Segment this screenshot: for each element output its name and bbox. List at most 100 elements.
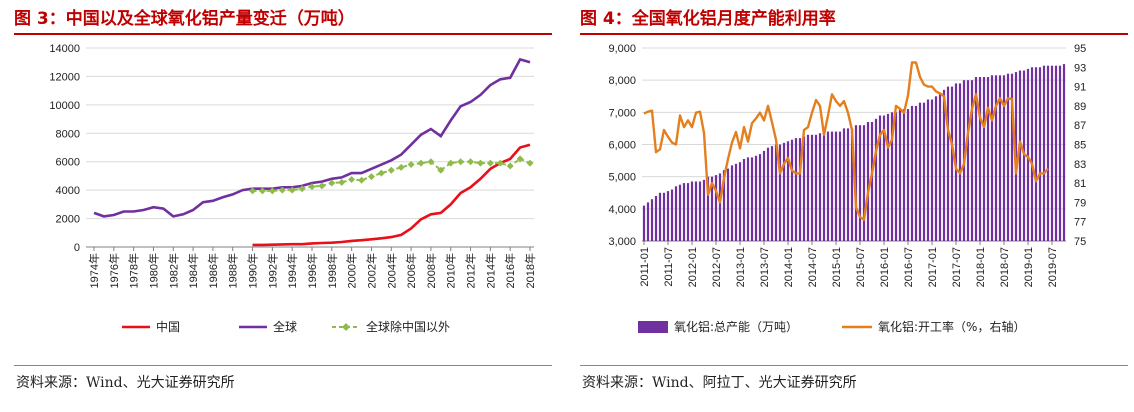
x-tick-label: 2011-01 bbox=[639, 247, 651, 287]
x-tick-label: 2013-07 bbox=[759, 247, 771, 287]
capacity-bar bbox=[878, 115, 882, 241]
y-tick-label: 4000 bbox=[56, 185, 80, 197]
x-tick-label: 1978年 bbox=[127, 253, 141, 288]
capacity-bar bbox=[690, 181, 694, 241]
figure-4-chart: 3,000 4,000 5,000 6,000 7,000 8,000 9,000 75 77 7… bbox=[608, 43, 1086, 334]
data-point bbox=[516, 155, 524, 163]
capacity-bar bbox=[1042, 65, 1046, 241]
capacity-bar bbox=[1026, 68, 1030, 242]
capacity-bar bbox=[910, 105, 914, 242]
capacity-bar bbox=[822, 131, 826, 241]
utilization-line bbox=[643, 61, 1049, 221]
capacity-bar bbox=[1038, 67, 1042, 241]
x-tick-label: 2012-07 bbox=[711, 247, 723, 287]
capacity-bar bbox=[730, 165, 734, 241]
y2-tick-label: 89 bbox=[1074, 101, 1086, 113]
capacity-bar bbox=[942, 89, 946, 241]
y2-tick-label: 77 bbox=[1074, 217, 1086, 229]
capacity-bar bbox=[978, 77, 982, 241]
x-tick-label: 2002年 bbox=[364, 253, 378, 288]
capacity-bar bbox=[1002, 75, 1006, 241]
x-tick-label: 2015-01 bbox=[831, 247, 843, 287]
legend-label: 氧化铝:开工率（%，右轴） bbox=[878, 319, 1025, 334]
capacity-bar bbox=[946, 86, 950, 241]
data-point bbox=[308, 183, 316, 191]
y2-tick-label: 81 bbox=[1074, 178, 1086, 190]
y-tick-label: 14000 bbox=[49, 43, 80, 55]
data-point bbox=[526, 159, 534, 167]
x-tick-label: 2018-01 bbox=[975, 247, 987, 287]
x-tick-label: 2000年 bbox=[345, 253, 359, 288]
legend-label: 全球除中国以外 bbox=[366, 319, 450, 334]
x-tick-label: 2016-01 bbox=[879, 247, 891, 287]
series-line-中国 bbox=[252, 143, 531, 247]
capacity-bar bbox=[906, 109, 910, 241]
x-tick-label: 2014-01 bbox=[783, 247, 795, 287]
data-point bbox=[457, 158, 465, 166]
x-tick-label: 1998年 bbox=[325, 253, 339, 288]
capacity-bar bbox=[770, 146, 774, 241]
x-tick-label: 2018-07 bbox=[999, 247, 1011, 287]
y2-tick-label: 83 bbox=[1074, 159, 1086, 171]
capacity-bar bbox=[882, 115, 886, 241]
capacity-bar bbox=[958, 83, 962, 242]
capacity-bar bbox=[802, 136, 806, 241]
y-tick-label: 3,000 bbox=[608, 236, 636, 248]
capacity-bar bbox=[902, 109, 906, 241]
capacity-bar bbox=[758, 154, 762, 241]
legend-label: 全球 bbox=[273, 319, 297, 334]
capacity-bar bbox=[1018, 70, 1022, 241]
capacity-bar bbox=[886, 113, 890, 241]
capacity-bar bbox=[750, 157, 754, 241]
capacity-bar bbox=[810, 134, 814, 241]
capacity-bar bbox=[970, 80, 974, 241]
capacity-bar bbox=[798, 138, 802, 241]
legend-item: 全球除中国以外 bbox=[332, 319, 450, 334]
capacity-bar bbox=[786, 141, 790, 241]
capacity-bar bbox=[930, 99, 934, 241]
capacity-bar bbox=[834, 131, 838, 241]
x-tick-label: 2012-01 bbox=[687, 247, 699, 287]
y-tick-label: 6,000 bbox=[608, 140, 636, 152]
capacity-bar bbox=[726, 168, 730, 241]
capacity-bar bbox=[662, 192, 666, 242]
capacity-bar bbox=[986, 77, 990, 241]
data-point bbox=[328, 179, 336, 187]
capacity-bar bbox=[1010, 73, 1014, 241]
capacity-bar bbox=[678, 184, 682, 241]
data-point bbox=[338, 178, 346, 186]
y-tick-label: 6000 bbox=[56, 157, 80, 169]
x-tick-label: 2017-07 bbox=[951, 247, 963, 287]
capacity-bar bbox=[650, 199, 654, 241]
data-point bbox=[298, 185, 306, 193]
y-tick-label: 0 bbox=[74, 242, 80, 254]
capacity-bar bbox=[722, 170, 726, 241]
figure-3-top-rule bbox=[14, 33, 552, 35]
capacity-bar bbox=[914, 105, 918, 242]
capacity-bar bbox=[870, 122, 874, 241]
figure-3-chart: 0 2000 4000 6000 8000 10000 12000 14000 1974年 197… bbox=[49, 43, 537, 334]
figure-3-source: 资料来源：Wind、光大证券研究所 bbox=[16, 375, 235, 391]
capacity-bar bbox=[898, 109, 902, 241]
x-tick-label: 2012年 bbox=[464, 253, 478, 288]
y2-tick-label: 75 bbox=[1074, 236, 1086, 248]
x-tick-label: 1982年 bbox=[166, 253, 180, 288]
capacity-bar bbox=[666, 191, 670, 241]
y2-tick-label: 87 bbox=[1074, 120, 1086, 132]
capacity-bar bbox=[994, 75, 998, 241]
capacity-bar bbox=[742, 159, 746, 241]
capacity-bar bbox=[850, 128, 854, 241]
y-tick-label: 8000 bbox=[56, 128, 80, 140]
capacity-bar bbox=[778, 144, 782, 241]
capacity-bar bbox=[950, 86, 954, 241]
legend-item: 氧化铝:开工率（%，右轴） bbox=[842, 319, 1025, 334]
capacity-bar bbox=[966, 80, 970, 241]
capacity-bar bbox=[762, 150, 766, 241]
capacity-bar bbox=[1050, 65, 1054, 241]
data-point bbox=[417, 159, 425, 167]
capacity-bar bbox=[658, 192, 662, 242]
capacity-bar bbox=[642, 205, 646, 241]
capacity-bar bbox=[790, 139, 794, 241]
x-tick-label: 2004年 bbox=[384, 253, 398, 288]
y2-tick-label: 85 bbox=[1074, 140, 1086, 152]
